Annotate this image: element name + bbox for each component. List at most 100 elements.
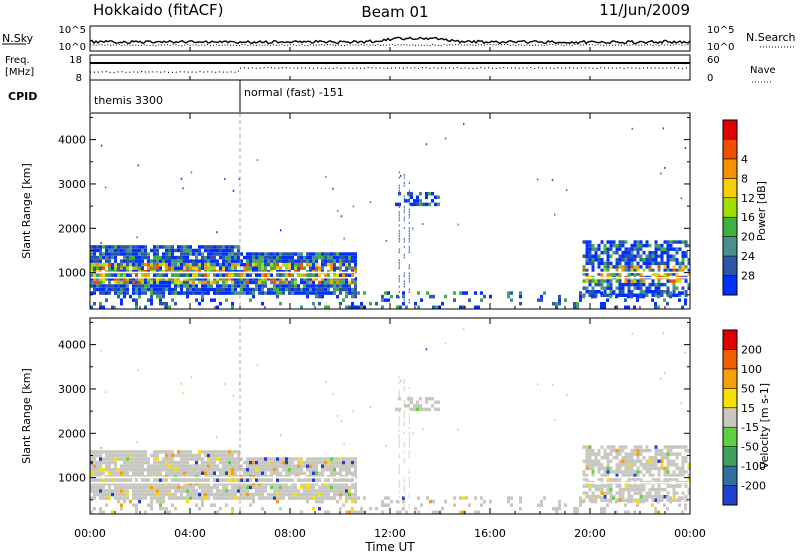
power-cell xyxy=(582,268,586,273)
power-cell xyxy=(261,280,264,285)
nsky-top-value: 10^5 xyxy=(59,25,86,36)
velocity-cell xyxy=(108,485,111,490)
velocity-cell xyxy=(398,434,400,437)
velocity-cell xyxy=(609,491,613,495)
power-cell xyxy=(669,243,673,248)
velocity-cell xyxy=(425,400,428,405)
power-cell xyxy=(642,268,646,273)
power-cell xyxy=(231,262,234,267)
velocity-cell xyxy=(261,485,264,490)
velocity-cell xyxy=(408,472,410,475)
power-cell xyxy=(201,298,204,302)
velocity-cell xyxy=(300,485,303,490)
power-cell xyxy=(345,305,348,309)
power-cell xyxy=(621,265,625,269)
velocity-cell xyxy=(273,485,276,490)
power-cell xyxy=(648,250,652,255)
velocity-cell xyxy=(354,482,357,486)
power-cell xyxy=(273,252,276,256)
velocity-cell xyxy=(336,457,339,461)
power-cell xyxy=(600,258,604,262)
power-cell xyxy=(186,277,189,281)
power-cell xyxy=(102,287,105,292)
velocity-cell xyxy=(618,452,622,456)
power-cell xyxy=(261,291,264,295)
power-cell xyxy=(300,262,303,267)
power-cell xyxy=(228,287,231,292)
power-cell xyxy=(630,268,634,273)
velocity-cell xyxy=(609,494,613,499)
velocity-cell xyxy=(267,467,270,472)
velocity-cell xyxy=(105,450,108,454)
power-cell xyxy=(648,268,652,273)
power-cell xyxy=(672,286,676,290)
power-cell xyxy=(407,191,410,196)
velocity-cell xyxy=(285,492,288,497)
velocity-cell xyxy=(291,457,294,461)
power-cell xyxy=(213,287,216,292)
velocity-cell xyxy=(312,467,315,472)
power-cell xyxy=(675,258,679,262)
power-cell xyxy=(120,273,123,278)
velocity-cell xyxy=(621,445,625,449)
power-cell xyxy=(100,144,103,147)
power-cell xyxy=(243,287,246,292)
velocity-cell xyxy=(675,484,679,488)
power-cell xyxy=(129,252,132,256)
velocity-cell xyxy=(342,457,345,461)
velocity-cell xyxy=(403,416,405,419)
power-cell xyxy=(669,294,672,299)
colorbar-tick-label: 16 xyxy=(741,211,755,224)
power-cell xyxy=(300,273,303,278)
velocity-cell xyxy=(294,467,297,472)
velocity-cell xyxy=(162,464,165,468)
power-cell xyxy=(123,248,126,253)
velocity-cell xyxy=(224,383,226,386)
velocity-cell xyxy=(249,457,252,461)
velocity-cell xyxy=(330,496,333,500)
velocity-cell xyxy=(339,464,342,468)
velocity-cell xyxy=(398,381,400,384)
velocity-cell xyxy=(136,441,138,444)
velocity-cell xyxy=(336,471,339,475)
power-cell xyxy=(672,247,676,251)
velocity-cell xyxy=(141,467,144,472)
power-cell xyxy=(126,273,129,278)
velocity-cell xyxy=(186,460,189,465)
velocity-cell xyxy=(657,477,661,481)
power-cell xyxy=(669,291,672,295)
power-cell xyxy=(150,294,153,299)
power-cell xyxy=(117,248,120,253)
velocity-cell xyxy=(585,477,589,481)
velocity-cell xyxy=(171,482,174,486)
power-cell xyxy=(403,219,405,222)
velocity-cell xyxy=(318,478,321,483)
power-cell xyxy=(153,266,156,270)
power-cell xyxy=(588,293,592,298)
power-cell xyxy=(369,301,372,306)
velocity-cell xyxy=(297,467,300,472)
power-cell xyxy=(93,301,96,306)
velocity-cell xyxy=(261,496,264,500)
velocity-cell xyxy=(321,489,324,493)
velocity-cell xyxy=(180,467,183,472)
velocity-cell xyxy=(588,484,592,488)
velocity-cell xyxy=(565,394,568,397)
velocity-cell xyxy=(403,458,405,461)
power-cell xyxy=(261,255,264,260)
power-cell xyxy=(261,284,264,288)
power-cell xyxy=(336,294,339,299)
velocity-cell xyxy=(171,460,174,465)
power-cell xyxy=(654,254,658,259)
velocity-cell xyxy=(303,464,306,468)
power-cell xyxy=(210,266,213,270)
velocity-cell xyxy=(171,450,174,454)
velocity-cell xyxy=(588,445,592,449)
power-cell xyxy=(417,305,420,309)
power-cell xyxy=(675,279,679,283)
power-cell xyxy=(144,291,147,295)
power-cell xyxy=(594,258,598,262)
velocity-cell xyxy=(165,453,168,458)
power-cell xyxy=(398,264,400,267)
power-cell xyxy=(165,245,168,249)
